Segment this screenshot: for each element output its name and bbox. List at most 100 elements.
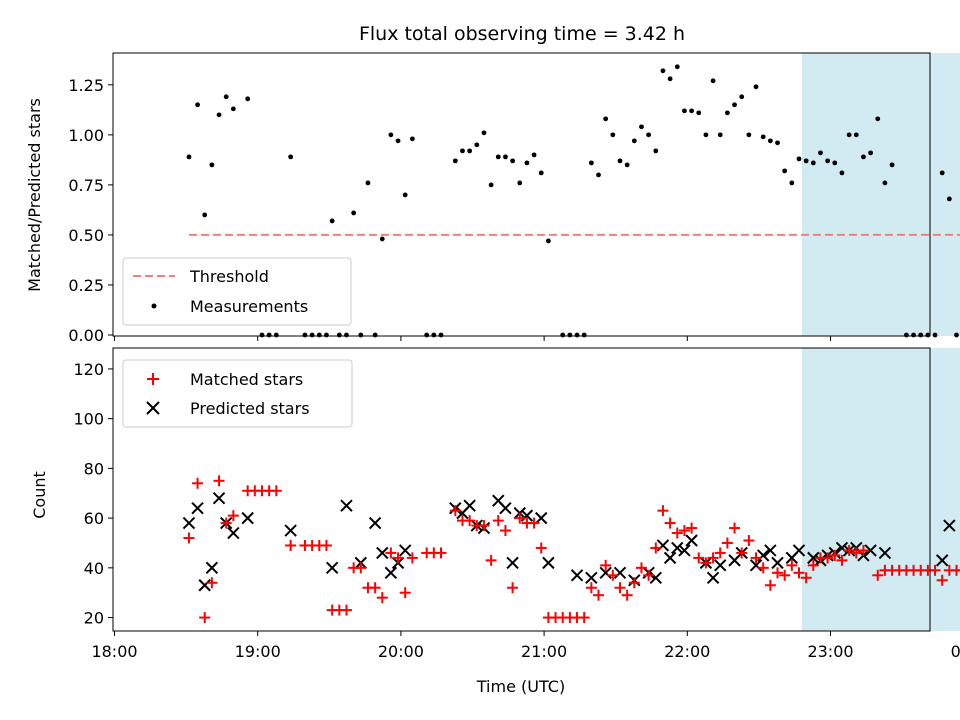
measurement-point <box>661 68 666 73</box>
measurement-point <box>739 94 744 99</box>
bottom-y-tick-label: 40 <box>84 559 104 578</box>
predicted-star-point <box>370 518 381 529</box>
matched-star-point <box>772 567 783 578</box>
measurement-point <box>797 156 802 161</box>
measurement-point <box>904 333 909 338</box>
predicted-star-point <box>543 557 554 568</box>
matched-star-point <box>206 577 217 588</box>
measurement-point <box>517 180 522 185</box>
measurement-point <box>358 333 363 338</box>
x-axis-label: Time (UTC) <box>476 677 565 696</box>
measurement-point <box>725 110 730 115</box>
measurement-point <box>431 333 436 338</box>
predicted-star-point <box>464 500 475 511</box>
measurement-point <box>775 140 780 145</box>
measurement-point <box>933 333 938 338</box>
measurement-point <box>567 333 572 338</box>
measurement-point <box>424 333 429 338</box>
matched-star-point <box>321 540 332 551</box>
matched-star-point <box>285 540 296 551</box>
bottom-y-tick-label: 20 <box>84 609 104 628</box>
matched-star-point <box>493 515 504 526</box>
predicted-star-point <box>657 540 668 551</box>
chart-title: Flux total observing time = 3.42 h <box>359 23 685 45</box>
predicted-star-point <box>772 557 783 568</box>
measurement-point <box>732 102 737 107</box>
matched-star-point <box>507 582 518 593</box>
matched-star-point <box>629 577 640 588</box>
matched-star-point <box>636 562 647 573</box>
matched-star-point <box>758 562 769 573</box>
bottom-highlight-span <box>802 348 960 631</box>
predicted-star-point <box>614 567 625 578</box>
measurement-point <box>840 170 845 175</box>
top-y-axis-label: Matched/Predicted stars <box>25 98 44 292</box>
measurement-point <box>639 124 644 129</box>
matched-star-point <box>400 587 411 598</box>
measurement-point <box>224 94 229 99</box>
matched-star-point <box>192 478 203 489</box>
measurement-point <box>582 333 587 338</box>
measurement-point <box>274 333 279 338</box>
measurement-point <box>288 154 293 159</box>
predicted-star-point <box>650 572 661 583</box>
measurement-point <box>539 170 544 175</box>
measurement-point <box>510 158 515 163</box>
bottom-y-ticks: 20406080100120 <box>73 360 113 628</box>
measurement-point <box>854 132 859 137</box>
x-tick-label: 21:00 <box>521 642 567 661</box>
measurement-point <box>344 333 349 338</box>
predicted-star-point <box>758 550 769 561</box>
measurement-point <box>861 154 866 159</box>
predicted-star-point <box>206 562 217 573</box>
predicted-star-point <box>327 562 338 573</box>
matched-star-point <box>514 513 525 524</box>
matched-star-point <box>486 555 497 566</box>
measurement-point <box>217 112 222 117</box>
measurement-point <box>496 154 501 159</box>
matched-star-point <box>657 505 668 516</box>
x-tick-label: 00:00 <box>951 642 960 661</box>
measurement-point <box>439 333 444 338</box>
top-y-tick-label: 1.00 <box>68 126 104 145</box>
measurement-point <box>768 138 773 143</box>
measurement-point <box>403 193 408 198</box>
predicted-star-point <box>341 500 352 511</box>
top-y-ticks: 0.000.250.500.751.001.25 <box>68 76 113 345</box>
matched-star-point <box>765 580 776 591</box>
top-y-tick-label: 0.00 <box>68 326 104 345</box>
figure: Flux total observing time = 3.42 h 0.000… <box>0 0 960 720</box>
predicted-star-point <box>385 567 396 578</box>
matched-star-point <box>779 570 790 581</box>
top-y-tick-label: 0.50 <box>68 226 104 245</box>
matched-star-point <box>355 562 366 573</box>
measurement-point <box>789 180 794 185</box>
predicted-star-point <box>199 580 210 591</box>
predicted-star-point <box>507 557 518 568</box>
measurement-point <box>825 158 830 163</box>
measurement-point <box>388 132 393 137</box>
measurement-point <box>380 237 385 242</box>
matched-star-point <box>722 537 733 548</box>
matched-star-point <box>743 535 754 546</box>
measurement-point <box>532 152 537 157</box>
matched-star-point <box>729 523 740 534</box>
matched-star-point <box>715 547 726 558</box>
measurement-point <box>317 333 322 338</box>
measurement-point <box>195 102 200 107</box>
measurement-point <box>868 150 873 155</box>
measurement-point <box>696 110 701 115</box>
predicted-star-point <box>214 493 225 504</box>
measurement-point <box>267 333 272 338</box>
measurement-point <box>453 158 458 163</box>
measurements-legend-marker <box>152 304 157 309</box>
bottom-y-tick-label: 120 <box>73 360 104 379</box>
predicted-star-point <box>228 528 239 539</box>
x-tick-label: 20:00 <box>378 642 424 661</box>
measurement-point <box>711 78 716 83</box>
matched-star-point <box>614 582 625 593</box>
matched-star-point <box>643 570 654 581</box>
measurement-point <box>618 158 623 163</box>
predicted-star-point <box>536 513 547 524</box>
measurement-point <box>940 170 945 175</box>
